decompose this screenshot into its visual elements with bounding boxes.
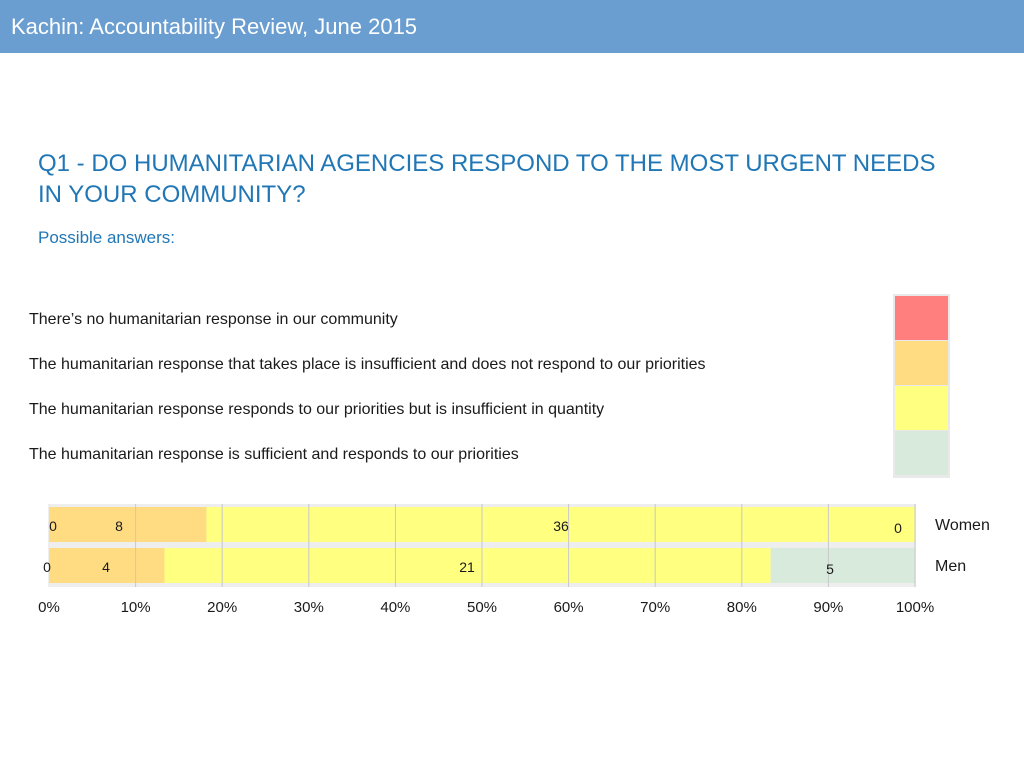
possible-answers-label: Possible answers: xyxy=(38,228,176,247)
data-label-men-series-2: 21 xyxy=(459,559,475,575)
x-tick-label: 90% xyxy=(813,599,843,616)
data-label-women-series-1: 8 xyxy=(115,518,123,534)
data-label-men-series-3: 5 xyxy=(826,561,834,577)
x-tick-label: 60% xyxy=(554,599,584,616)
answer-label-insufficient-not-priorities: The humanitarian response that takes pla… xyxy=(29,356,706,373)
x-tick-label: 70% xyxy=(640,599,670,616)
x-tick-label: 20% xyxy=(207,599,237,616)
legend-swatch-insufficient-quantity xyxy=(895,386,948,430)
legend-swatch-sufficient xyxy=(895,431,948,475)
data-label-women-series-0: 0 xyxy=(49,518,57,534)
question-title: Q1 - DO HUMANITARIAN AGENCIES RESPOND TO… xyxy=(38,150,936,208)
data-label-men-series-0: 0 xyxy=(43,559,51,575)
header-bar: Kachin: Accountability Review, June 2015 xyxy=(0,0,1024,53)
data-label-women-series-3: 0 xyxy=(894,520,902,536)
bar-men-series-1 xyxy=(49,548,165,583)
x-tick-label: 10% xyxy=(121,599,151,616)
x-tick-label: 0% xyxy=(38,599,60,616)
category-label-men: Men xyxy=(935,558,966,575)
x-tick-label: 100% xyxy=(896,599,934,616)
bar-men-series-2 xyxy=(164,548,771,583)
x-tick-label: 80% xyxy=(727,599,757,616)
stacked-bar-chart: 0 8 36 0 Women 0 4 21 5 Men 0% 10% 20% 30% 40% 50% 60% 70… xyxy=(38,504,990,616)
bar-women-series-2 xyxy=(206,507,916,542)
x-tick-label: 50% xyxy=(467,599,497,616)
answer-label-sufficient: The humanitarian response is sufficient … xyxy=(29,446,519,463)
answer-label-no-response: There’s no humanitarian response in our … xyxy=(29,311,398,328)
x-tick-label: 30% xyxy=(294,599,324,616)
data-label-women-series-2: 36 xyxy=(553,518,569,534)
category-label-women: Women xyxy=(935,517,990,534)
bar-men-series-3 xyxy=(770,548,915,583)
x-tick-label: 40% xyxy=(380,599,410,616)
header-title: Kachin: Accountability Review, June 2015 xyxy=(11,14,418,39)
bar-women-series-1 xyxy=(49,507,207,542)
data-label-men-series-1: 4 xyxy=(102,559,110,575)
legend-swatch-no-response xyxy=(895,296,948,340)
answer-label-insufficient-quantity: The humanitarian response responds to ou… xyxy=(29,401,605,418)
legend-swatch-insufficient-not-priorities xyxy=(895,341,948,385)
